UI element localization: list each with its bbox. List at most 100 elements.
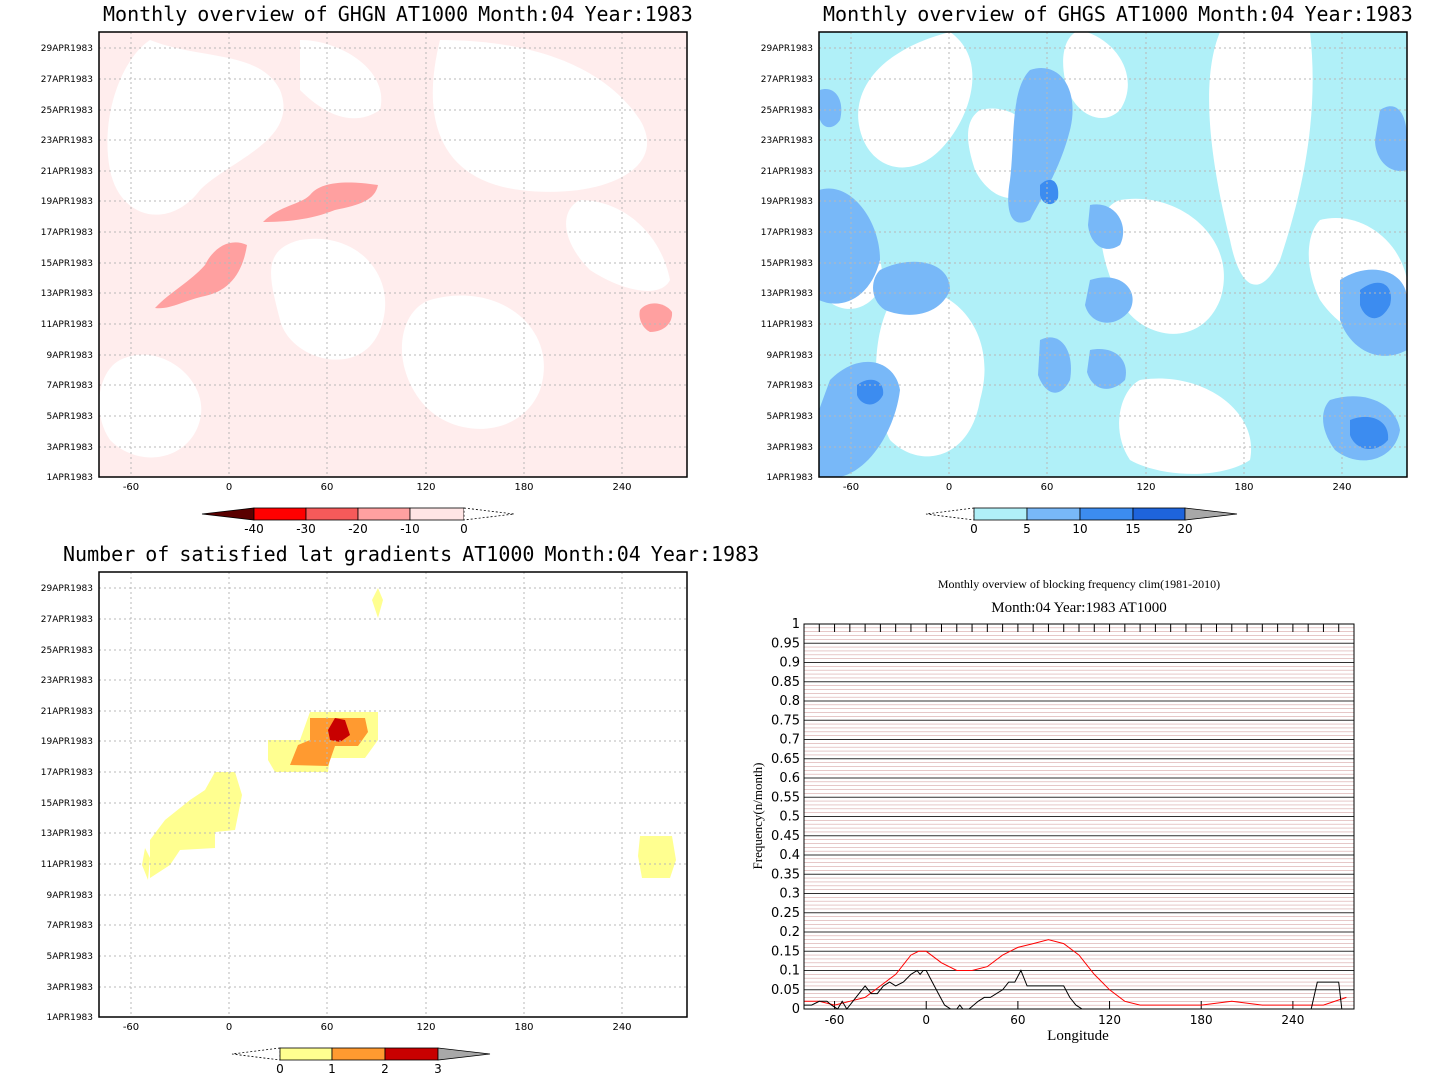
x-tick-label: -60 [843,482,859,493]
gradients-frame [98,571,688,1018]
x-tick-label: 240 [612,1022,631,1033]
y-tick-label: 27APR1983 [41,615,93,625]
y-tick-label: 17APR1983 [41,768,93,778]
y-tick-label: 1APR1983 [767,473,813,483]
colorbar-label: -10 [400,522,420,536]
gradients-title: Number of satisfied lat gradients AT1000 Month… [63,542,760,566]
colorbar-label: 2 [381,1062,389,1076]
x-tick-label: -60 [123,482,139,493]
colorbar-cell [1079,507,1134,521]
y-tick-label: 0.8 [779,694,800,709]
colorbar-label: 3 [434,1062,442,1076]
y-tick-label: 27APR1983 [41,75,93,85]
colorbar-arrow-high [463,507,515,521]
ghgs-panel: Monthly overview of GHGS AT1000 Month:04 Year:… [720,0,1440,545]
ghgn-panel: Monthly overview of GHGN AT1000 Month:04 Year:… [0,0,720,545]
y-tick-label: 13APR1983 [41,829,93,839]
y-tick-label: 9APR1983 [767,351,813,361]
y-tick-label: 0.55 [771,790,800,805]
y-tick-label: 0.1 [779,964,800,979]
ghgs-x-ticks: -60 0 60 120 180 240 [843,482,1352,493]
y-tick-label: 19APR1983 [41,737,93,747]
x-tick-label: 60 [1041,482,1054,493]
ghgs-contours [819,32,1407,477]
ghgn-y-ticks: 29APR1983 27APR1983 25APR1983 23APR1983 … [41,44,93,483]
x-tick-label: 0 [922,1013,930,1027]
y-tick-label: 5APR1983 [767,412,813,422]
chart-title: Monthly overview of blocking frequency c… [938,577,1220,591]
ghgn-plot: 29APR1983 27APR1983 25APR1983 23APR1983 … [41,31,688,536]
gradients-plot: 29APR1983 27APR1983 25APR1983 23APR1983 … [41,571,688,1076]
y-tick-label: 29APR1983 [41,584,93,594]
x-tick-label: 0 [226,482,232,493]
colorbar-label: 20 [1177,522,1192,536]
ghgn-title: Monthly overview of GHGN AT1000 Month:04 Year:… [103,2,693,26]
y-tick-label: 25APR1983 [761,106,813,116]
colorbar-cell [1132,507,1186,521]
y-tick-label: 0.3 [779,887,800,902]
y-tick-label: 0.65 [771,752,800,767]
y-tick-label: 25APR1983 [41,106,93,116]
y-tick-label: 0.7 [779,733,800,748]
y-tick-label: 9APR1983 [47,891,93,901]
x-tick-label: 180 [514,482,533,493]
x-tick-label: 120 [416,482,435,493]
x-tick-label: -60 [825,1013,845,1027]
y-tick-label: 1APR1983 [47,473,93,483]
x-tick-label: 240 [1332,482,1351,493]
colorbar-label: -30 [296,522,316,536]
x-tick-label: 120 [416,1022,435,1033]
ghgn-contours [99,32,687,477]
x-tick-label: 60 [1010,1013,1025,1027]
colorbar-label: -20 [348,522,368,536]
y-tick-label: 0.35 [771,867,800,882]
ghgn-colorbar: -40 -30 -20 -10 0 [201,507,515,536]
colorbar-cell [409,507,465,521]
x-axis-title: Longitude [1047,1028,1109,1044]
y-tick-label: 13APR1983 [761,289,813,299]
y-tick-label: 1 [792,617,800,632]
gradients-x-ticks: -60 0 60 120 180 240 [123,1022,632,1033]
y-tick-label: 0.95 [771,636,800,651]
y-tick-label: 0.9 [779,656,800,671]
colorbar-cell [1026,507,1081,521]
x-axis-labels: -60 0 60 120 180 240 [825,1013,1305,1027]
y-tick-label: 5APR1983 [47,952,93,962]
gradients-colorbar: 0 1 2 3 [231,1047,491,1076]
ghgn-frame [98,31,688,478]
y-tick-label: 0.5 [779,810,800,825]
x-tick-label: 60 [321,482,334,493]
x-tick-label: 60 [321,1022,334,1033]
colorbar-label: 10 [1072,522,1087,536]
y-tick-label: 9APR1983 [47,351,93,361]
y-tick-label: 21APR1983 [761,167,813,177]
gradients-contours [99,572,687,1017]
y-tick-label: 11APR1983 [41,860,93,870]
y-tick-label: 3APR1983 [47,443,93,453]
x-tick-label: -60 [123,1022,139,1033]
y-tick-label: 19APR1983 [761,197,813,207]
colorbar-label: 1 [328,1062,336,1076]
colorbar-cell [357,507,411,521]
gradients-y-ticks: 29APR1983 27APR1983 25APR1983 23APR1983 … [41,584,93,1023]
y-tick-label: 23APR1983 [761,136,813,146]
ghgn-grid [99,32,687,477]
y-tick-label: 11APR1983 [41,320,93,330]
ghgs-colorbar: 0 5 10 15 20 [925,507,1238,536]
ghgs-grid [819,32,1407,477]
plot-frame [803,623,1355,1010]
colorbar-cell [253,507,307,521]
x-tick-label: 0 [226,1022,232,1033]
y-tick-label: 25APR1983 [41,646,93,656]
x-tick-label: 180 [1234,482,1253,493]
y-tick-label: 0.75 [771,713,800,728]
y-tick-label: 5APR1983 [47,412,93,422]
colorbar-label: 0 [460,522,468,536]
y-tick-label: 3APR1983 [767,443,813,453]
y-tick-label: 29APR1983 [761,44,813,54]
y-tick-label: 7APR1983 [767,381,813,391]
blocking-chart: Monthly overview of blocking frequency c… [750,577,1355,1044]
y-tick-label: 29APR1983 [41,44,93,54]
x-tick-label: 240 [612,482,631,493]
y-tick-label: 11APR1983 [761,320,813,330]
